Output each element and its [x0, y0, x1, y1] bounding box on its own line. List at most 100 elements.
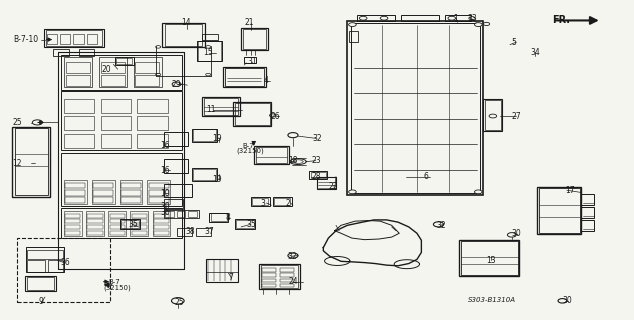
Bar	[64, 57, 93, 87]
Bar	[65, 213, 81, 218]
Bar	[120, 219, 140, 228]
Bar	[401, 15, 439, 21]
Bar	[64, 116, 94, 130]
Bar	[262, 273, 276, 277]
Bar	[61, 208, 182, 238]
Bar	[65, 190, 86, 196]
Text: 34: 34	[531, 48, 541, 57]
Circle shape	[349, 23, 356, 27]
Bar	[164, 184, 192, 197]
Text: B-7: B-7	[242, 143, 254, 149]
Bar	[274, 197, 290, 205]
Bar	[273, 197, 292, 206]
Text: 6: 6	[424, 172, 428, 181]
Bar	[64, 99, 94, 113]
Bar	[110, 231, 125, 235]
Circle shape	[474, 23, 482, 27]
Bar	[64, 211, 82, 236]
Text: 10: 10	[160, 189, 170, 198]
Bar	[165, 211, 174, 217]
Bar	[195, 228, 211, 236]
Bar	[193, 169, 216, 180]
Bar	[153, 211, 171, 236]
Bar	[47, 34, 57, 44]
Bar	[136, 75, 160, 86]
Bar	[236, 220, 254, 228]
Bar	[93, 183, 113, 188]
Bar	[121, 197, 141, 203]
Bar	[132, 225, 147, 229]
Bar	[87, 213, 103, 218]
Bar	[48, 260, 63, 271]
Bar	[101, 116, 131, 130]
Bar	[154, 225, 169, 229]
Bar	[154, 213, 169, 218]
Circle shape	[349, 190, 356, 194]
Bar	[110, 213, 125, 218]
Text: 21: 21	[244, 19, 254, 28]
Bar	[581, 207, 594, 218]
Bar	[254, 146, 288, 164]
Bar	[12, 126, 50, 197]
Bar	[86, 211, 104, 236]
Text: 19: 19	[212, 134, 223, 143]
Bar	[154, 231, 169, 235]
Bar	[27, 277, 55, 290]
Text: 7: 7	[228, 273, 233, 282]
Text: 25: 25	[174, 298, 184, 307]
Text: 24: 24	[288, 277, 298, 286]
Bar	[138, 133, 168, 148]
Text: 32: 32	[312, 134, 321, 143]
Bar	[132, 213, 147, 218]
Bar	[79, 49, 94, 56]
Text: 15: 15	[203, 48, 213, 57]
Bar	[485, 100, 501, 130]
Text: 14: 14	[181, 19, 191, 28]
Bar	[65, 219, 81, 223]
Bar	[164, 159, 188, 173]
Text: 28: 28	[312, 172, 321, 181]
Text: 20: 20	[102, 65, 112, 74]
Bar	[87, 219, 103, 223]
Bar	[164, 210, 198, 218]
Text: 3: 3	[260, 198, 265, 207]
Bar	[252, 197, 268, 205]
Text: 31: 31	[247, 57, 257, 66]
Bar	[61, 55, 182, 90]
Bar	[243, 29, 266, 49]
Bar	[46, 30, 102, 46]
Text: 23: 23	[312, 156, 321, 165]
Bar	[149, 190, 169, 196]
Bar	[27, 260, 45, 271]
Bar	[101, 75, 125, 86]
Circle shape	[359, 16, 367, 20]
Bar	[65, 183, 86, 188]
Circle shape	[483, 22, 489, 26]
Bar	[154, 219, 169, 223]
Bar	[244, 57, 256, 63]
Bar	[93, 190, 113, 196]
Bar	[121, 220, 139, 228]
Bar	[351, 23, 480, 194]
Bar	[202, 34, 217, 40]
Bar	[235, 103, 269, 124]
Bar	[53, 49, 69, 56]
Text: 12: 12	[12, 159, 22, 168]
Bar	[223, 67, 266, 87]
Bar	[261, 265, 298, 288]
Bar	[132, 219, 147, 223]
Bar	[165, 24, 202, 46]
Text: B-7-10: B-7-10	[13, 35, 39, 44]
Text: 32: 32	[436, 221, 446, 230]
Bar	[44, 29, 104, 47]
Circle shape	[474, 190, 482, 194]
Text: 13: 13	[486, 256, 496, 265]
Bar	[280, 284, 294, 287]
Bar	[357, 15, 395, 21]
Bar	[74, 34, 84, 44]
Bar	[210, 213, 227, 221]
Text: 32: 32	[287, 252, 297, 261]
Bar	[121, 183, 141, 188]
Bar	[60, 34, 70, 44]
Bar	[164, 132, 188, 146]
